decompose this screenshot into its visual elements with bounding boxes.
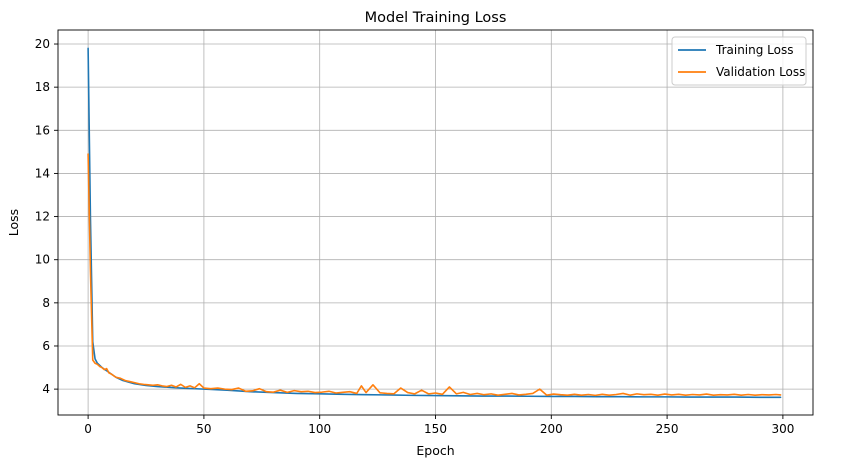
x-tick-label: 200 [540, 422, 563, 436]
legend-box [671, 36, 807, 86]
legend-label-validation: Validation Loss [716, 65, 805, 79]
y-tick-label: 10 [35, 253, 50, 267]
y-tick-label: 18 [35, 80, 50, 94]
x-tick-label: 300 [771, 422, 794, 436]
x-tick-label: 250 [656, 422, 679, 436]
axis-ticks: 0 50 100 150 200 250 300 4 6 8 10 12 14 16 18 20 [35, 37, 795, 436]
y-tick-label: 4 [42, 382, 50, 396]
validation-loss-line [87, 153, 782, 397]
legend: Training Loss Validation Loss [671, 36, 807, 86]
y-tick-label: 20 [35, 37, 50, 51]
x-tick-label: 50 [196, 422, 211, 436]
x-axis-title: Epoch [416, 443, 454, 458]
x-tick-label: 150 [424, 422, 447, 436]
y-tick-label: 14 [35, 166, 50, 180]
y-axis-title: Loss [6, 209, 21, 236]
chart-title: Model Training Loss [365, 10, 507, 26]
legend-label-training: Training Loss [715, 43, 793, 57]
x-tick-label: 0 [84, 422, 92, 436]
grid-lines [58, 30, 813, 415]
plot-frame [57, 29, 814, 416]
y-tick-label: 6 [42, 339, 50, 353]
series-layer [87, 47, 782, 399]
y-tick-label: 16 [35, 123, 50, 137]
x-tick-label: 100 [308, 422, 331, 436]
training-loss-line [87, 47, 782, 399]
y-tick-label: 12 [35, 210, 50, 224]
y-tick-label: 8 [42, 296, 50, 310]
